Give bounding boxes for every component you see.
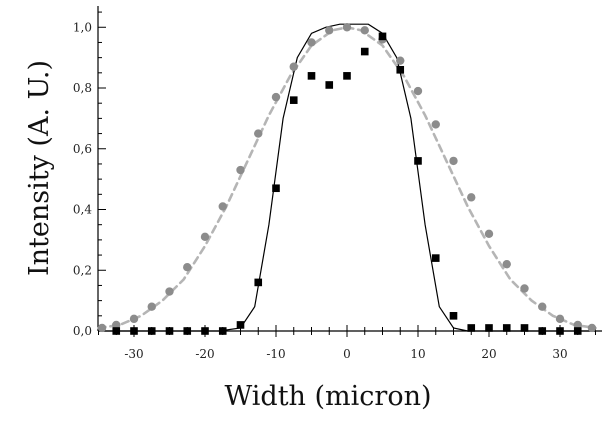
black-square-point [360,47,369,56]
gray-circle-point [520,284,529,293]
gray-circle-point [271,92,281,102]
x-tick-label: -30 [124,347,143,361]
gray-circle-point [97,323,107,333]
gray-circle-point [587,323,597,333]
black-square-point [289,96,298,104]
y-tick-label: 0,8 [73,81,92,95]
black-square-point [396,65,405,74]
gray-circle-point [555,314,565,324]
gray-circle-point [218,202,227,211]
y-tick-label: 1,0 [73,20,92,34]
black-square-point [485,324,493,332]
gray-circle-point [396,56,405,65]
black-square-point [449,312,458,320]
x-tick-label: -20 [195,347,214,361]
gray-circle-point [236,165,245,175]
black-square-point [325,81,334,89]
gray-circle-point [431,120,440,129]
gray-circle-point [325,26,334,35]
black-square-point [378,32,387,41]
axes [97,6,602,332]
black-square-point [520,324,529,332]
black-square-point [414,157,422,165]
black-square-point [201,327,209,335]
black-square-point [272,184,280,193]
black-square-point [502,324,511,332]
black-square-point [218,327,227,335]
gray-circle-point [413,86,423,96]
gray-circle-point [467,193,476,202]
gray-circle-point [449,156,458,166]
gray-circle-point [289,62,298,71]
data-series [97,23,597,335]
black-square-point [431,254,440,262]
gray-circle-point [254,129,263,138]
y-tick-label: 0,2 [73,263,92,277]
gray-circle-point [573,320,582,330]
black-square-point [183,327,192,335]
x-tick-label: 0 [343,347,351,361]
gray-circle-point [360,26,369,35]
black-square-point [130,327,138,335]
gray-circle-point [112,320,121,330]
y-tick-label: 0,0 [73,324,92,338]
gray-circle-point [342,23,352,32]
gray-circle-point [129,314,139,324]
x-tick-label: 20 [481,347,496,361]
black-square-point [236,321,245,329]
black-square-point [573,327,582,335]
black-square-point [467,324,476,332]
black-square-point [307,72,316,80]
gray-circle-point [538,302,547,311]
black-square-point [112,327,121,335]
model-solid-line [98,23,596,332]
black-square-point [165,327,174,335]
x-tick-label: 10 [410,347,425,361]
y-tick-label: 0,6 [73,142,92,156]
axis-tick-labels: -30 -20 -10 0 10 20 30 0,0 0,2 0,4 0,6 0,8 1,0 [73,20,568,361]
black-square-point [538,327,547,335]
gray-circle-point [165,287,174,296]
gray-circle-point [147,302,156,311]
black-square-point [254,278,263,287]
gray-circle-point [307,38,316,47]
y-tick-label: 0,4 [73,203,92,217]
y-axis-title: Intensity (A. U.) [24,60,55,276]
gray-circle-point [200,232,210,242]
x-tick-label: -10 [266,347,285,361]
gray-circle-point [502,259,511,269]
black-square-point [556,327,564,335]
x-axis-title: Width (micron) [225,381,432,412]
gray-circle-point [183,263,192,272]
black-square-point [343,72,351,80]
black-square-point [147,327,156,335]
x-tick-label: 30 [552,347,567,361]
gray-circle-point [484,229,494,239]
